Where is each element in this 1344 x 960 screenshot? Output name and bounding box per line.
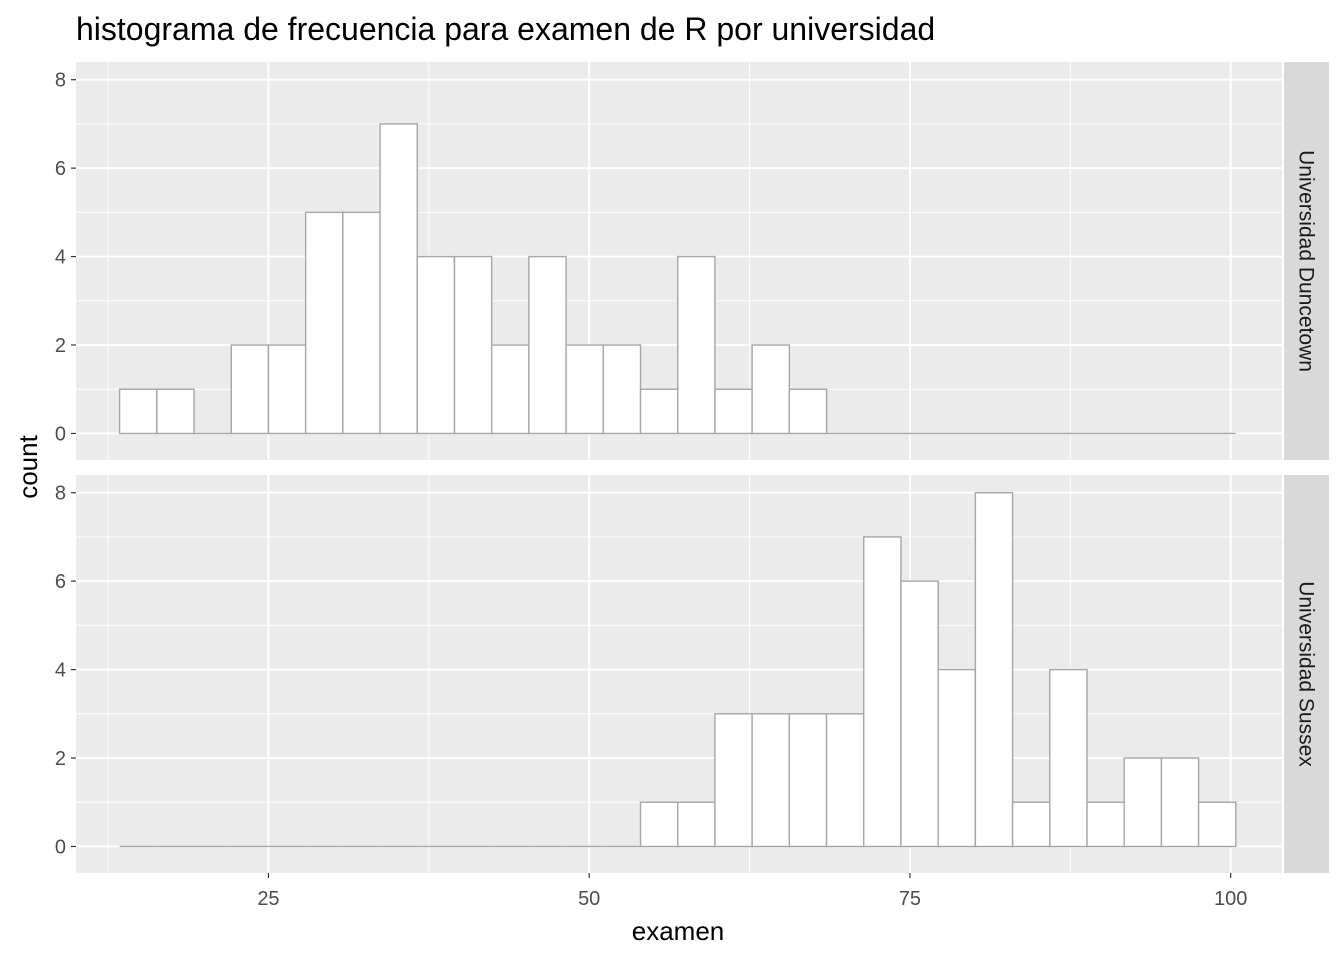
histogram-bar — [677, 801, 716, 848]
facet-strip — [1284, 62, 1329, 460]
y-tick-label: 0 — [55, 423, 66, 445]
histogram-bar — [788, 713, 828, 848]
x-tick-label: 25 — [257, 888, 279, 910]
histogram-bar — [900, 580, 939, 848]
histogram-bar — [751, 344, 791, 435]
histogram-bar — [639, 801, 679, 848]
x-axis-title: examen — [632, 916, 725, 946]
histogram-bar — [751, 713, 791, 848]
histogram-bar — [602, 344, 642, 435]
histogram-bar — [118, 388, 158, 435]
histogram-bar — [304, 211, 344, 435]
y-tick-label: 0 — [55, 836, 66, 858]
chart-title: histograma de frecuencia para examen de … — [76, 11, 935, 47]
y-tick-label: 2 — [55, 748, 66, 770]
histogram-bar — [156, 388, 195, 435]
facet-panels: 0 2 4 6 8 Universidad Duncetown 0 2 4 6 8 Universid… — [55, 62, 1329, 873]
y-tick-label: 8 — [55, 70, 66, 92]
histogram-bar — [639, 388, 679, 435]
y-tick-label: 8 — [55, 483, 66, 505]
y-tick-label: 6 — [55, 158, 66, 180]
histogram-bar — [416, 255, 456, 435]
y-tick-label: 4 — [55, 247, 66, 269]
facet-panel: 0 2 4 6 8 Universidad Sussex — [55, 475, 1329, 873]
histogram-bar — [788, 388, 828, 435]
histogram-bar — [937, 668, 977, 848]
histogram-bar — [677, 255, 716, 435]
y-tick-label: 2 — [55, 335, 66, 357]
histogram-bar — [528, 255, 567, 435]
y-axis-title: count — [13, 434, 43, 498]
y-tick-label: 4 — [55, 660, 66, 682]
facet-strip-label: Universidad Sussex — [1295, 581, 1318, 767]
histogram-bar — [1197, 801, 1237, 848]
histogram-bar — [565, 344, 605, 435]
histogram-bar — [1011, 801, 1051, 848]
histogram-bar — [230, 344, 270, 435]
facet-strip-label: Universidad Duncetown — [1295, 150, 1318, 372]
histogram-bar — [1049, 668, 1088, 848]
y-tick-label: 6 — [55, 571, 66, 593]
histogram-bar — [490, 344, 530, 435]
x-tick-label: 75 — [899, 888, 921, 910]
histogram-bar — [267, 344, 307, 435]
x-axis: 25 50 75 100 — [257, 873, 1247, 910]
histogram-bar — [863, 536, 902, 848]
histogram-bar — [453, 255, 493, 435]
histogram-bar — [342, 211, 381, 435]
histogram-bar — [379, 123, 418, 435]
facet-strip — [1284, 475, 1329, 873]
histogram-bar — [714, 388, 753, 435]
histogram-bar — [1160, 757, 1200, 848]
facet-panel: 0 2 4 6 8 Universidad Duncetown — [55, 62, 1329, 460]
x-tick-label: 50 — [578, 888, 600, 910]
histogram-bar — [974, 491, 1014, 848]
histogram-bar — [1086, 801, 1125, 848]
histogram-bar — [1123, 757, 1163, 848]
x-tick-label: 100 — [1214, 888, 1247, 910]
histogram-bar — [825, 713, 865, 848]
histogram-bar — [714, 713, 753, 848]
